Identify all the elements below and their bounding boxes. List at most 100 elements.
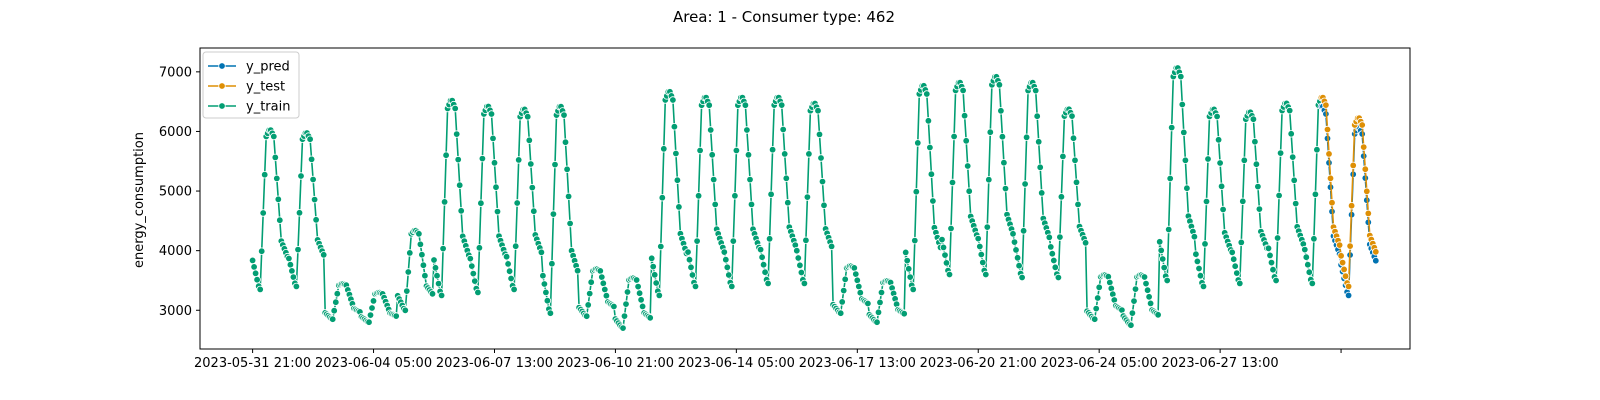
data-point-y_train (1010, 238, 1019, 246)
data-point-y_train (1276, 149, 1285, 157)
data-point-y_train (546, 309, 555, 317)
data-point-y_test (1337, 252, 1345, 260)
data-point-y_train (979, 258, 987, 267)
y-tick-label: 7000 (159, 65, 192, 80)
data-point-y_train (365, 318, 373, 326)
data-point-y_train (876, 298, 884, 307)
data-point-y_train (270, 132, 278, 141)
data-point-y_train (986, 128, 994, 136)
data-point-y_train (1304, 261, 1312, 269)
legend-label: y_pred (246, 60, 290, 75)
data-point-y_train (924, 117, 933, 125)
data-point-y_train (471, 277, 479, 285)
data-point-y_train (651, 271, 659, 279)
data-point-y_train (457, 207, 465, 215)
data-point-y_train (1069, 134, 1078, 142)
legend-label: y_test (246, 80, 285, 95)
data-point-y_train (797, 268, 806, 277)
data-point-y_train (1269, 266, 1277, 274)
data-point-y_train (442, 151, 450, 159)
data-point-y_train (696, 146, 704, 155)
data-point-y_train (728, 282, 736, 291)
data-point-y_train (1229, 255, 1238, 263)
data-point-y_train (983, 223, 991, 231)
data-point-y_train (527, 160, 535, 168)
data-point-y_train (1217, 182, 1226, 190)
data-point-y_train (1290, 176, 1298, 184)
data-point-y_train (369, 297, 378, 305)
data-point-y_train (454, 155, 462, 164)
data-point-y_train (1090, 315, 1099, 323)
data-point-y_train (1155, 238, 1164, 246)
data-point-y_train (1288, 153, 1297, 161)
data-point-y_train (731, 192, 739, 200)
data-point-y_train (1050, 256, 1058, 265)
data-point-y_train (469, 269, 477, 278)
data-point-y_train (929, 197, 937, 205)
data-point-y_train (250, 263, 258, 271)
data-point-y_train (1095, 283, 1103, 291)
data-point-y_train (312, 216, 320, 224)
data-point-y_train (619, 324, 627, 332)
data-point-y_train (741, 101, 750, 109)
data-point-y_train (251, 269, 260, 277)
data-point-y_train (911, 236, 919, 245)
data-point-y_train (1158, 255, 1167, 263)
data-point-y_train (1166, 174, 1174, 183)
data-point-y_train (320, 251, 328, 259)
data-point-y_train (649, 262, 657, 271)
data-point-y_train (1146, 299, 1155, 308)
data-point-y_train (853, 276, 861, 284)
data-point-y_train (1033, 112, 1041, 120)
data-point-y_train (1192, 250, 1200, 258)
data-point-y_train (1093, 294, 1102, 302)
data-point-y_train (1142, 279, 1150, 288)
data-point-y_train (329, 315, 337, 323)
data-point-y_train (902, 248, 910, 257)
data-point-y_train (764, 279, 772, 288)
data-point-y_train (743, 126, 751, 134)
data-point-y_train (276, 216, 284, 224)
data-point-y_train (758, 253, 766, 261)
data-point-y_train (332, 298, 340, 306)
data-point-y_train (596, 267, 604, 275)
data-point-y_train (561, 138, 570, 146)
data-point-y_train (1311, 190, 1320, 198)
data-point-y_train (586, 289, 594, 298)
data-point-y_train (307, 155, 316, 163)
axes: 3000 4000 5000 6000 7000 2023-05-31 21:00 2023… (159, 65, 1342, 371)
data-point-y_train (784, 198, 792, 207)
data-point-y_train (1204, 155, 1212, 163)
legend: y_pred y_test y_train (202, 51, 300, 119)
data-point-y_train (587, 278, 595, 286)
data-point-y_train (877, 288, 886, 297)
data-point-y_train (539, 272, 547, 280)
data-point-y_train (564, 192, 573, 201)
data-point-y_train (551, 160, 559, 169)
data-point-y_test (1341, 272, 1350, 280)
legend-item-y_pred: y_pred (208, 60, 290, 75)
data-point-y_train (1190, 232, 1199, 241)
data-point-y_train (1130, 297, 1138, 305)
data-point-y_train (802, 236, 810, 244)
data-point-y_train (440, 198, 449, 206)
data-point-y_train (1157, 246, 1165, 255)
x-tick-label: 2023-05-31 21:00 (194, 356, 311, 371)
data-point-y_train (1237, 238, 1245, 247)
data-point-y_test (1328, 198, 1336, 207)
data-point-y_train (294, 245, 302, 254)
data-point-y_train (805, 150, 813, 158)
data-point-y_train (542, 288, 550, 297)
data-point-y_train (1164, 225, 1173, 234)
data-point-y_train (487, 110, 496, 118)
data-point-y_test (1344, 282, 1353, 291)
data-point-y_train (779, 125, 787, 134)
data-point-y_train (841, 275, 849, 283)
legend-box (202, 51, 300, 119)
data-point-y_train (1056, 233, 1064, 241)
data-point-y_train (818, 177, 827, 186)
data-point-y_train (1051, 263, 1059, 271)
data-point-y_train (1034, 138, 1043, 146)
data-point-y_train (528, 183, 536, 192)
